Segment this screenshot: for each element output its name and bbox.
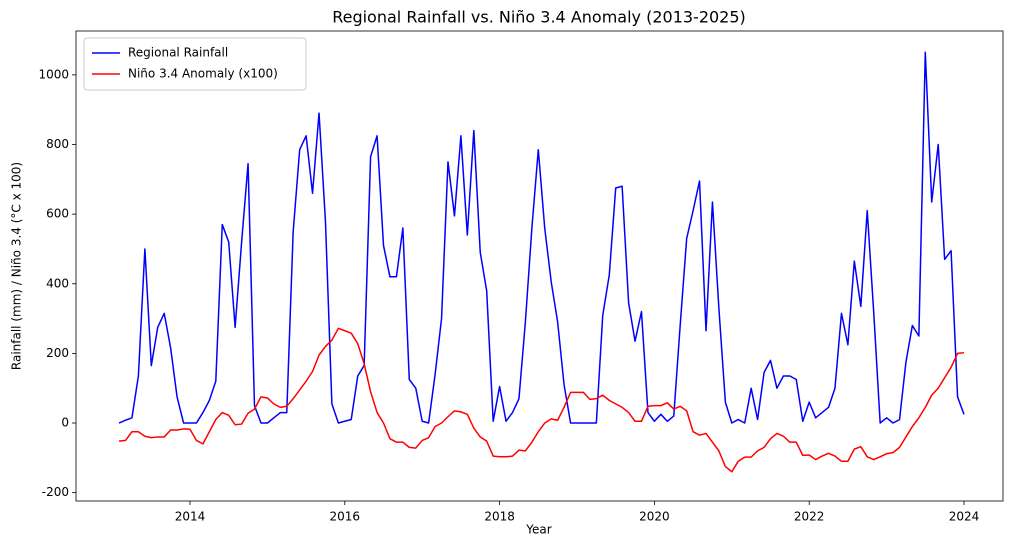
legend-box	[83, 37, 307, 91]
data-line	[118, 327, 965, 473]
y-axis-label: Rainfall (mm) / Niño 3.4 (°C x 100)	[10, 162, 24, 370]
x-axis-label: Year	[525, 523, 551, 537]
legend-label: Niño 3.4 Anomaly (x100)	[128, 67, 278, 81]
legend-label: Regional Rainfall	[128, 46, 228, 60]
x-tick-label: 2016	[330, 510, 361, 524]
y-tick-label: 0	[61, 416, 69, 430]
plot-frame	[75, 30, 1004, 502]
x-tick-label: 2024	[949, 510, 980, 524]
y-tick-label: 400	[46, 276, 69, 290]
y-tick-label: 1000	[38, 67, 69, 81]
y-tick-label: 200	[46, 346, 69, 360]
y-tick-label: 800	[46, 137, 69, 151]
legend: Regional Rainfall Niño 3.4 Anomaly (x100)	[83, 37, 307, 91]
y-tick-label: -200	[42, 485, 69, 499]
x-tick-label: 2020	[639, 510, 670, 524]
chart-title: Regional Rainfall vs. Niño 3.4 Anomaly (…	[332, 8, 746, 27]
x-tick-label: 2022	[794, 510, 825, 524]
x-tick-label: 2014	[175, 510, 206, 524]
data-line	[118, 51, 965, 424]
x-tick-label: 2018	[484, 510, 515, 524]
y-tick-label: 600	[46, 207, 69, 221]
